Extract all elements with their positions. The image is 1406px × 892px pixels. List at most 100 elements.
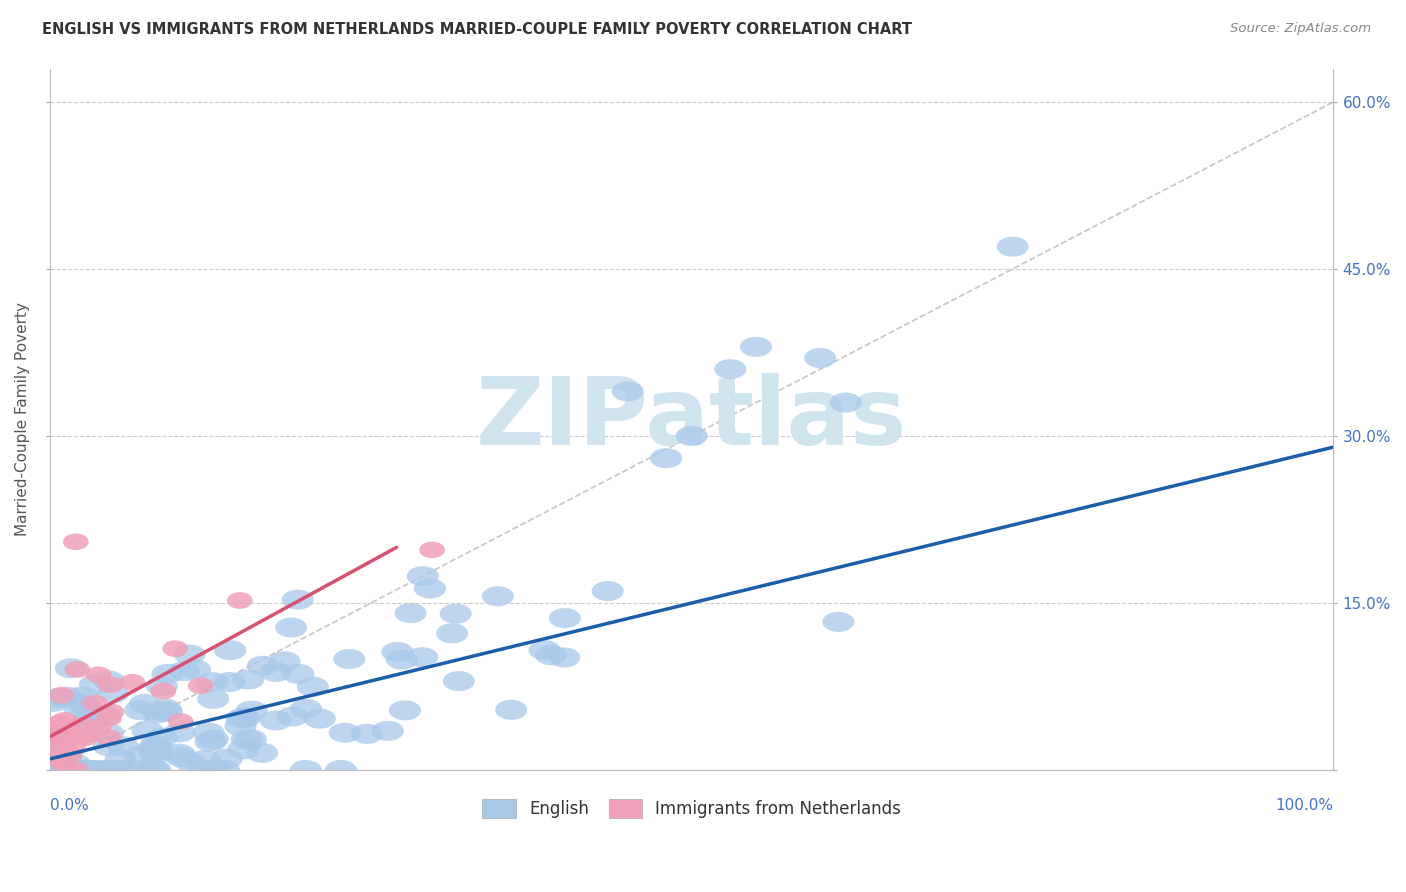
Ellipse shape — [534, 645, 567, 665]
Ellipse shape — [419, 541, 446, 558]
Ellipse shape — [325, 760, 357, 780]
Ellipse shape — [260, 710, 291, 731]
Ellipse shape — [55, 658, 87, 678]
Ellipse shape — [52, 753, 83, 773]
Ellipse shape — [193, 723, 225, 743]
Ellipse shape — [46, 730, 73, 747]
Ellipse shape — [48, 752, 80, 772]
Ellipse shape — [804, 348, 837, 368]
Ellipse shape — [63, 533, 89, 550]
Ellipse shape — [49, 746, 82, 766]
Ellipse shape — [79, 674, 111, 694]
Ellipse shape — [138, 742, 170, 763]
Ellipse shape — [214, 672, 246, 692]
Ellipse shape — [138, 760, 170, 780]
Ellipse shape — [194, 731, 226, 752]
Ellipse shape — [124, 746, 156, 766]
Ellipse shape — [150, 682, 176, 699]
Ellipse shape — [163, 744, 195, 764]
Ellipse shape — [73, 760, 105, 780]
Ellipse shape — [108, 760, 141, 780]
Ellipse shape — [381, 642, 413, 662]
Ellipse shape — [98, 676, 124, 693]
Ellipse shape — [225, 716, 256, 736]
Ellipse shape — [41, 760, 73, 780]
Ellipse shape — [440, 604, 472, 624]
Ellipse shape — [167, 714, 194, 730]
Ellipse shape — [58, 760, 90, 780]
Ellipse shape — [352, 723, 382, 744]
Ellipse shape — [162, 640, 188, 657]
Ellipse shape — [45, 722, 72, 739]
Ellipse shape — [214, 640, 246, 660]
Ellipse shape — [38, 692, 69, 712]
Ellipse shape — [197, 672, 228, 692]
Ellipse shape — [73, 760, 105, 780]
Ellipse shape — [443, 671, 475, 691]
Ellipse shape — [82, 695, 108, 712]
Ellipse shape — [188, 750, 221, 770]
Ellipse shape — [740, 337, 772, 357]
Ellipse shape — [592, 581, 624, 601]
Ellipse shape — [548, 648, 581, 667]
Ellipse shape — [247, 656, 278, 676]
Ellipse shape — [529, 640, 561, 660]
Ellipse shape — [96, 710, 122, 727]
Ellipse shape — [139, 760, 172, 780]
Ellipse shape — [198, 760, 231, 780]
Ellipse shape — [138, 737, 170, 757]
Ellipse shape — [48, 714, 73, 731]
Ellipse shape — [333, 649, 366, 669]
Ellipse shape — [211, 748, 243, 769]
Ellipse shape — [997, 236, 1029, 257]
Ellipse shape — [139, 744, 172, 764]
Ellipse shape — [290, 760, 322, 780]
Ellipse shape — [52, 687, 84, 706]
Ellipse shape — [142, 703, 174, 723]
Ellipse shape — [72, 730, 98, 747]
Ellipse shape — [89, 706, 121, 726]
Ellipse shape — [197, 729, 229, 749]
Ellipse shape — [66, 692, 97, 713]
Ellipse shape — [149, 698, 181, 719]
Ellipse shape — [225, 708, 257, 729]
Ellipse shape — [235, 729, 267, 749]
Ellipse shape — [304, 708, 336, 729]
Ellipse shape — [406, 648, 439, 667]
Ellipse shape — [65, 661, 90, 678]
Ellipse shape — [60, 738, 86, 755]
Ellipse shape — [371, 721, 404, 741]
Ellipse shape — [38, 760, 70, 780]
Ellipse shape — [283, 664, 315, 684]
Ellipse shape — [120, 673, 145, 690]
Text: Source: ZipAtlas.com: Source: ZipAtlas.com — [1230, 22, 1371, 36]
Ellipse shape — [42, 718, 69, 734]
Ellipse shape — [236, 700, 267, 721]
Ellipse shape — [830, 392, 862, 413]
Ellipse shape — [141, 736, 173, 756]
Ellipse shape — [226, 592, 253, 609]
Ellipse shape — [91, 723, 124, 743]
Ellipse shape — [48, 753, 73, 770]
Ellipse shape — [495, 700, 527, 720]
Ellipse shape — [166, 747, 197, 767]
Y-axis label: Married-Couple Family Poverty: Married-Couple Family Poverty — [15, 302, 30, 536]
Ellipse shape — [69, 697, 101, 716]
Ellipse shape — [290, 698, 322, 719]
Ellipse shape — [98, 704, 124, 721]
Ellipse shape — [650, 448, 682, 468]
Ellipse shape — [94, 760, 127, 780]
Ellipse shape — [107, 736, 139, 756]
Ellipse shape — [96, 730, 121, 746]
Ellipse shape — [52, 712, 77, 729]
Ellipse shape — [62, 760, 94, 780]
Ellipse shape — [124, 700, 156, 720]
Ellipse shape — [55, 728, 82, 744]
Ellipse shape — [226, 739, 259, 759]
Ellipse shape — [104, 749, 136, 770]
Ellipse shape — [86, 719, 111, 736]
Ellipse shape — [145, 701, 177, 721]
Ellipse shape — [39, 747, 65, 764]
Ellipse shape — [53, 762, 79, 779]
Text: 100.0%: 100.0% — [1275, 798, 1333, 813]
